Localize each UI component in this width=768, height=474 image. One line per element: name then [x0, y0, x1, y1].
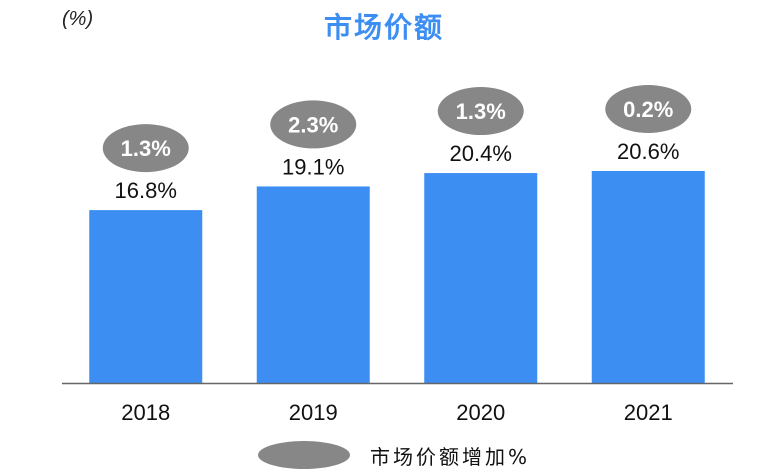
value-label-2021: 20.6%: [617, 139, 679, 164]
value-label-2020: 20.4%: [450, 141, 512, 166]
increase-bubble-2020: [437, 87, 524, 136]
unit-label: (%): [62, 8, 94, 30]
increase-label-2020: 1.3%: [456, 99, 506, 124]
x-tick-label-2018: 2018: [121, 400, 170, 425]
x-tick-label-2021: 2021: [624, 400, 673, 425]
legend: 市场价额增加%: [258, 440, 530, 470]
increase-bubble-2021: [605, 85, 692, 133]
chart-title: 市场价额: [323, 11, 444, 44]
bar-2018: [89, 210, 203, 383]
bar-2021: [591, 171, 705, 383]
bar-2019: [256, 186, 370, 383]
increase-bubble-2019: [270, 100, 357, 149]
increase-label-2018: 1.3%: [121, 136, 171, 161]
increase-label-2019: 2.3%: [288, 112, 338, 137]
x-tick-label-2020: 2020: [456, 400, 505, 425]
value-label-2019: 19.1%: [282, 154, 344, 179]
x-tick-label-2019: 2019: [289, 400, 338, 425]
increase-bubble-2018: [102, 124, 189, 173]
legend-swatch: [258, 441, 350, 469]
legend-label: 市场价额增加%: [370, 444, 531, 469]
bar-2020: [424, 173, 538, 383]
value-label-2018: 16.8%: [115, 178, 177, 203]
increase-label-2021: 0.2%: [623, 97, 673, 122]
